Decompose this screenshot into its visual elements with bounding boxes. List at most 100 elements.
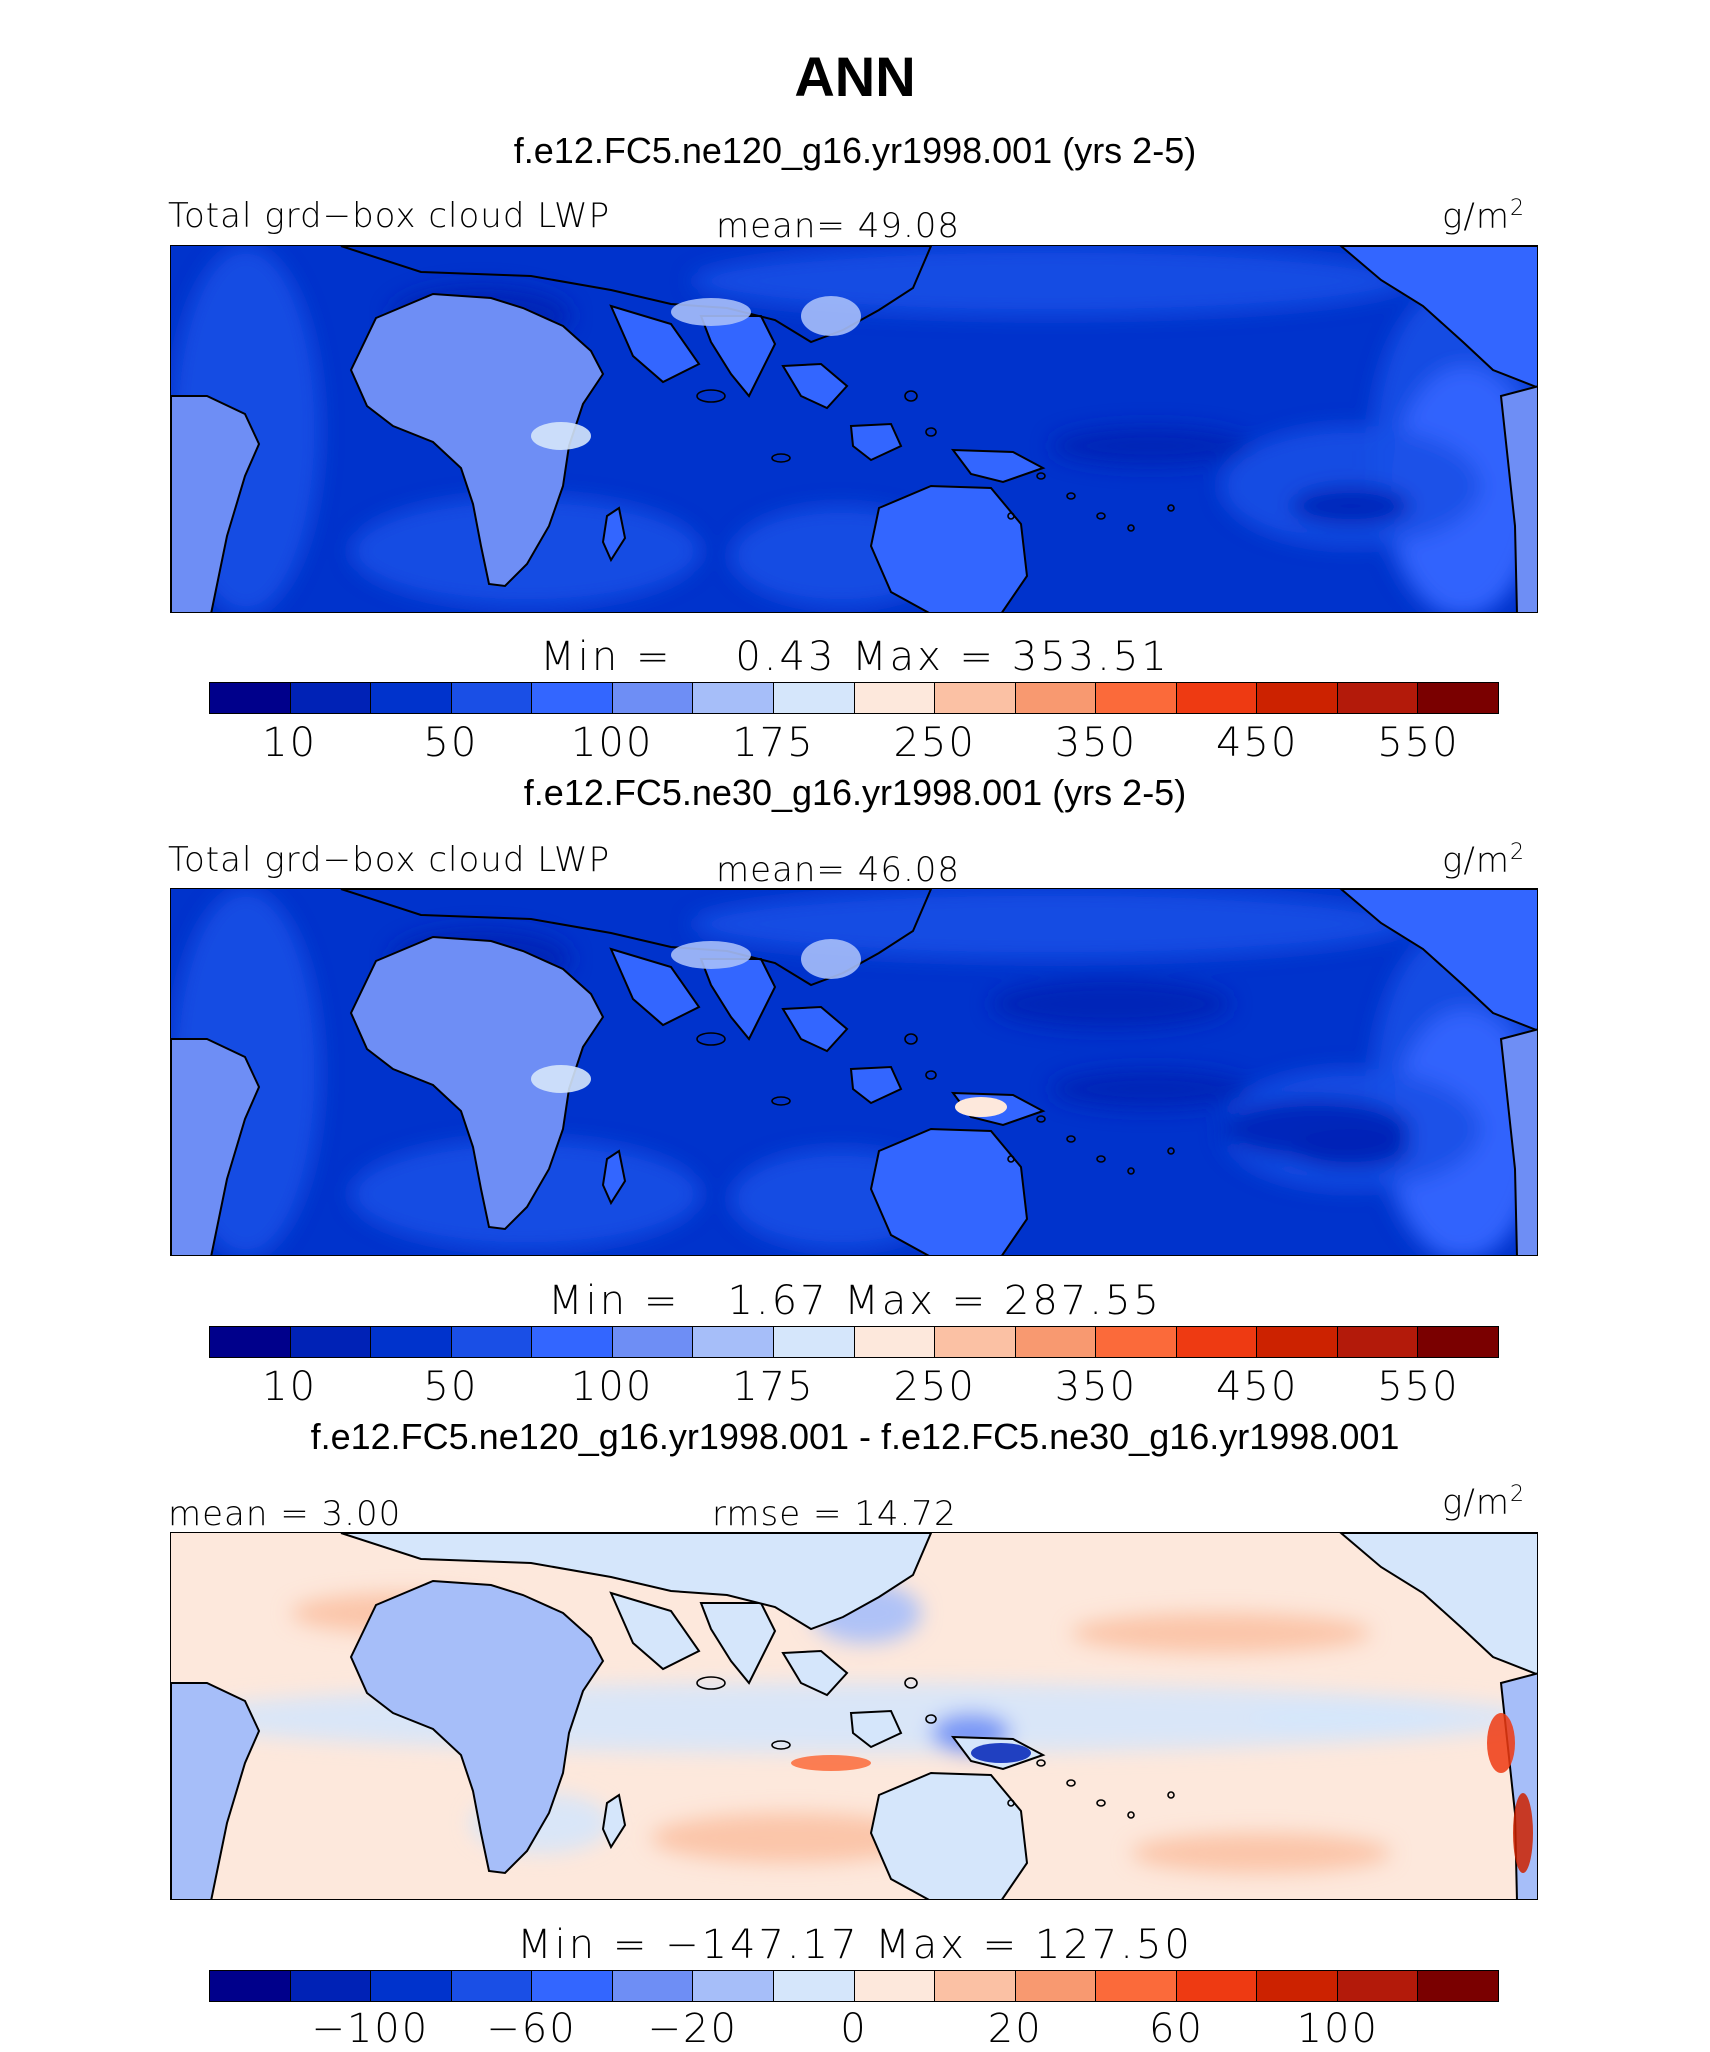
panel-2-units-label: g/m2 <box>1442 840 1525 881</box>
colorbar-swatch <box>1257 1327 1338 1357</box>
panel-2-variable-label: Total grd−box cloud LWP <box>168 840 611 880</box>
colorbar-swatch <box>1337 1971 1419 2001</box>
coastline-namerica <box>1339 1533 1537 1676</box>
coastline-island <box>904 1677 918 1689</box>
colorbar-swatch <box>1418 1971 1498 2001</box>
coastline-island <box>771 453 791 463</box>
colorbar-tick-label: 550 <box>1377 1364 1460 1410</box>
colorbar-swatch <box>1096 1327 1177 1357</box>
coastline-island <box>1066 492 1076 500</box>
panel-3-map <box>170 1532 1538 1900</box>
colorbar-swatch <box>612 1971 694 2001</box>
panel-3-units-label: g/m2 <box>1442 1482 1525 1523</box>
panel-1-variable-label: Total grd−box cloud LWP <box>168 196 611 236</box>
panel-2-map <box>170 888 1538 1256</box>
coastline-africa <box>349 935 605 1231</box>
anomaly-patch <box>1513 1793 1533 1873</box>
colorbar-swatch <box>1257 1971 1338 2001</box>
coastline-island <box>1036 1759 1046 1767</box>
coastline-arabia <box>609 947 701 1027</box>
coastline-andes <box>1499 1028 1537 1255</box>
colorbar-tick-label: 550 <box>1377 720 1460 766</box>
colorbar-swatch <box>1418 1327 1498 1357</box>
colorbar-tick-label: −20 <box>647 2006 738 2052</box>
colorbar-swatch <box>290 1971 372 2001</box>
coastline-island <box>1066 1779 1076 1787</box>
anomaly-patch <box>791 1755 871 1771</box>
colorbar-tick-label: 20 <box>987 2006 1043 2052</box>
coastline-island <box>904 390 918 402</box>
coastline-asia <box>340 889 933 987</box>
colorbar-swatch <box>1096 683 1177 713</box>
coastline-samerica <box>171 1682 261 1899</box>
colorbar-tick-label: −100 <box>311 2006 430 2052</box>
colorbar-swatch <box>612 683 694 713</box>
panel-1-units-label: g/m2 <box>1442 196 1525 237</box>
panel-1-minmax: Min = 0.43 Max = 353.51 <box>540 634 1170 680</box>
coastline-australia <box>869 1771 1029 1899</box>
coastline-borneo <box>849 1709 903 1749</box>
coastline-samerica <box>171 395 261 612</box>
colorbar-tick-label: 100 <box>570 720 654 766</box>
colorbar-swatch <box>1176 1327 1258 1357</box>
coastline-island <box>925 1714 937 1724</box>
colorbar-tick-label: 250 <box>893 1364 976 1410</box>
colorbar-swatch <box>773 1327 855 1357</box>
colorbar-tick-label: 175 <box>732 720 815 766</box>
coastline-namerica <box>1339 246 1537 389</box>
high-lwp-patch <box>801 939 861 979</box>
figure-title: ANN <box>794 45 916 108</box>
colorbar-swatch <box>935 1327 1016 1357</box>
coastline-island <box>1007 512 1015 520</box>
coastline-namerica <box>1339 889 1537 1032</box>
high-lwp-patch <box>671 941 751 969</box>
colorbar-swatch <box>854 1971 936 2001</box>
coastline-andes <box>1499 385 1537 612</box>
colorbar-swatch <box>210 683 291 713</box>
coastline-island <box>1127 1811 1135 1819</box>
colorbar-tick-label: 100 <box>570 1364 654 1410</box>
colorbar-tick-label: 0 <box>840 2006 868 2052</box>
coastline-island <box>771 1096 791 1106</box>
coastline-samerica <box>171 1038 261 1255</box>
colorbar-tick-label: 350 <box>1054 1364 1138 1410</box>
colorbar-swatch <box>451 1327 533 1357</box>
coastline-australia <box>869 484 1029 612</box>
panel-1-case-title: f.e12.FC5.ne120_g16.yr1998.001 (yrs 2-5) <box>513 130 1197 171</box>
colorbar-swatch <box>1015 1327 1097 1357</box>
colorbar-tick-label: 10 <box>262 1364 318 1410</box>
colorbar-swatch <box>693 683 774 713</box>
colorbar-swatch <box>1257 683 1338 713</box>
high-lwp-patch <box>531 1065 591 1093</box>
coastline-seasia <box>781 1649 849 1697</box>
panel-3-rmse-label: rmse = 14.72 <box>712 1494 957 1534</box>
colorbar-tick-label: 175 <box>732 1364 815 1410</box>
colorbar-tick-label: 50 <box>423 720 479 766</box>
coastline-africa <box>349 292 605 588</box>
coastline-madagascar <box>601 506 627 563</box>
coastline-seasia <box>781 362 849 410</box>
anomaly-patch <box>971 1743 1031 1763</box>
coastline-island <box>1167 1791 1175 1799</box>
colorbar-tick-label: 250 <box>893 720 976 766</box>
coastline-island <box>1036 1115 1046 1123</box>
colorbar-swatch <box>451 683 533 713</box>
high-lwp-patch <box>955 1097 1007 1117</box>
colorbar-tick-label: 450 <box>1215 1364 1299 1410</box>
coastline-island <box>904 1033 918 1045</box>
colorbar-tick-label: 450 <box>1215 720 1299 766</box>
coastline-island <box>1096 1799 1106 1807</box>
panel-3-minmax: Min = −147.17 Max = 127.50 <box>517 1922 1193 1968</box>
panel-1-map <box>170 245 1538 613</box>
coastline-island <box>771 1740 791 1750</box>
colorbar-swatch <box>532 683 613 713</box>
panel-3-colorbar <box>209 1970 1499 2002</box>
colorbar-tick-label: 350 <box>1054 720 1138 766</box>
colorbar-swatch <box>1176 683 1258 713</box>
colorbar-swatch <box>1176 1971 1258 2001</box>
high-lwp-patch <box>531 422 591 450</box>
panel-1-colorbar <box>209 682 1499 714</box>
colorbar-swatch <box>773 683 855 713</box>
colorbar-swatch <box>693 1971 774 2001</box>
coastline-borneo <box>849 1065 903 1105</box>
